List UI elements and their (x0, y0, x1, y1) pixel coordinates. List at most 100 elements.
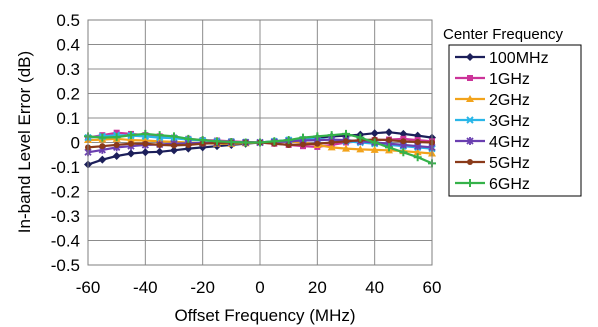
legend-title: Center Frequency (443, 26, 564, 43)
legend-label: 1GHz (489, 71, 530, 88)
data-point (98, 133, 107, 142)
data-point (370, 129, 379, 138)
data-point (141, 148, 150, 157)
data-point (99, 143, 106, 150)
data-point (327, 131, 336, 140)
data-point (170, 132, 178, 141)
legend-label: 6GHz (489, 176, 530, 193)
data-point (313, 132, 322, 141)
data-point (385, 128, 393, 137)
x-tick-label: -40 (133, 278, 158, 297)
data-point (155, 131, 164, 140)
data-point (170, 146, 178, 155)
data-point (185, 141, 192, 148)
data-point (113, 141, 120, 148)
data-point (284, 136, 293, 145)
data-point (356, 133, 365, 142)
y-tick-label: -0.4 (51, 232, 80, 251)
data-point (413, 148, 422, 156)
legend-label: 100MHz (489, 50, 549, 67)
y-tick-label: -0.2 (51, 183, 80, 202)
data-point (141, 129, 150, 138)
y-tick-labels: 0.5 0.4 0.3 0.2 0.1 0 -0.1 -0.2 -0.3 -0.4 -0.5 (51, 11, 80, 275)
legend-label: 4GHz (489, 134, 530, 151)
y-tick-label: 0.3 (56, 60, 80, 79)
plot-border (87, 19, 433, 266)
data-point (155, 147, 164, 156)
y-axis-label: In-band Level Error (dB) (15, 51, 34, 233)
data-point (414, 139, 421, 146)
legend-label: 5GHz (489, 155, 530, 172)
data-point (370, 138, 379, 147)
data-point (171, 142, 177, 149)
legend-label: 3GHz (489, 113, 530, 130)
data-point (343, 138, 349, 145)
data-point (327, 143, 336, 151)
x-tick-label: -20 (190, 278, 215, 297)
y-tick-label: 0.1 (56, 109, 80, 128)
data-point (385, 143, 393, 152)
data-point (198, 136, 207, 145)
legend-item: 5GHz (455, 155, 530, 172)
data-point (314, 140, 321, 147)
y-tick-label: 0 (71, 134, 80, 153)
data-point (142, 140, 149, 147)
y-tick-label: 0.4 (56, 36, 80, 55)
legend-marker (466, 179, 474, 187)
legend-label: 2GHz (489, 92, 530, 109)
y-tick-label: -0.1 (51, 158, 80, 177)
legend-marker (467, 159, 473, 165)
data-point (98, 155, 107, 164)
data-point (300, 141, 306, 148)
y-tick-label: -0.5 (51, 256, 80, 275)
data-point (227, 138, 236, 147)
x-tick-label: 60 (423, 278, 442, 297)
y-tick-label: 0.2 (56, 85, 80, 104)
y-tick-label: 0.5 (56, 11, 80, 30)
data-point (112, 151, 121, 160)
legend-item: 4GHz (455, 134, 530, 151)
data-point (370, 145, 379, 153)
legend-item: 2GHz (455, 92, 530, 109)
legend-item: 3GHz (455, 113, 530, 130)
data-point (128, 140, 134, 147)
legend-marker (466, 137, 474, 145)
data-point (285, 141, 292, 148)
data-point (342, 129, 350, 138)
data-point (400, 138, 407, 145)
x-tick-label: 40 (365, 278, 384, 297)
y-tick-label: -0.3 (51, 207, 80, 226)
legend-marker (466, 116, 474, 124)
x-tick-label: 20 (308, 278, 327, 297)
legend-marker (467, 75, 473, 81)
data-point (127, 149, 135, 158)
x-tick-labels: -60 -40 -20 0 20 40 60 (76, 278, 442, 297)
x-tick-label: -60 (76, 278, 101, 297)
x-tick-label: 0 (255, 278, 264, 297)
legend-item: 100MHz (455, 50, 549, 67)
data-point (299, 133, 307, 142)
legend-item: 6GHz (455, 176, 530, 193)
legend: 100MHz 1GHz 2GHz 3GHz 4GHz 5GHz 6GHz (448, 44, 582, 197)
data-point (386, 137, 392, 144)
x-axis-label: Offset Frequency (MHz) (174, 306, 355, 325)
data-point (399, 148, 408, 157)
data-point (256, 138, 264, 147)
data-point (113, 129, 120, 136)
legend-marker (466, 95, 474, 102)
data-point (156, 141, 163, 148)
data-point (241, 138, 250, 147)
data-point (213, 137, 221, 146)
data-point (112, 133, 121, 142)
legend-marker (466, 53, 474, 61)
data-point (127, 136, 135, 144)
data-point (413, 153, 422, 162)
data-point (127, 131, 135, 140)
data-point (184, 134, 193, 143)
data-point (328, 139, 335, 146)
data-point (270, 137, 279, 146)
legend-item: 1GHz (455, 71, 530, 88)
data-point (356, 145, 365, 153)
data-point (342, 144, 350, 152)
